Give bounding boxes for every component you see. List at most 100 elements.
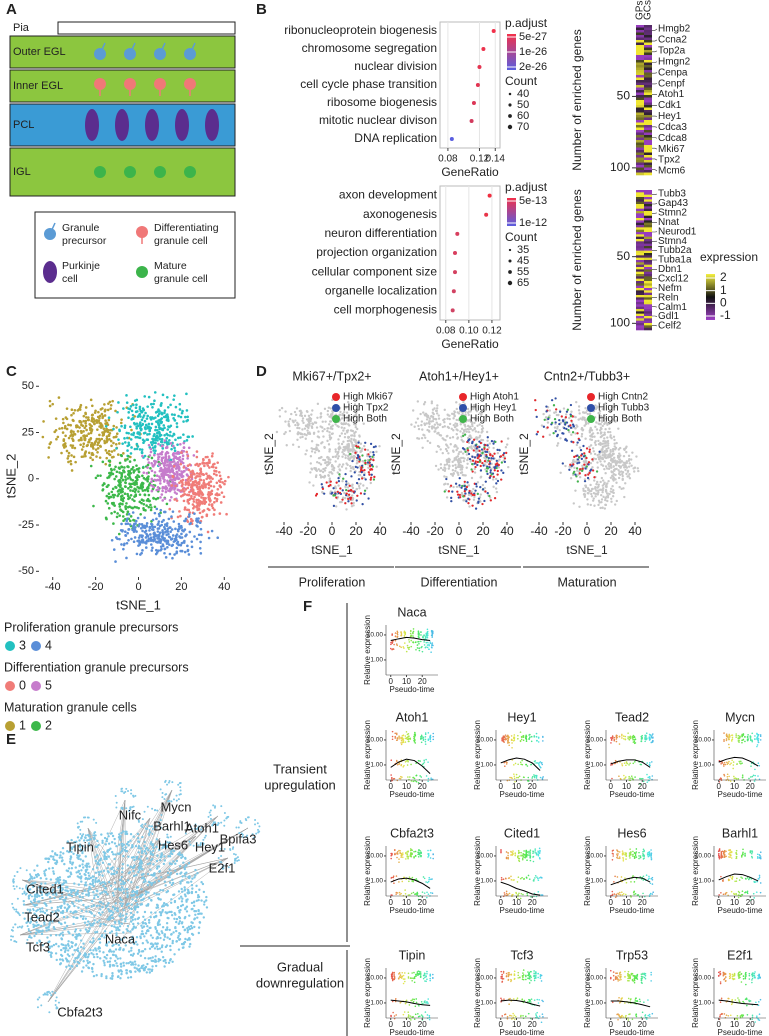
cell-point — [127, 538, 130, 542]
cell-point — [583, 495, 587, 499]
cell-point — [476, 481, 480, 484]
heatmap-cell — [636, 110, 644, 113]
legend-label: granule cell — [154, 235, 208, 247]
highlight-point — [478, 440, 481, 443]
highlight-point — [566, 408, 569, 411]
heatmap-cell — [644, 232, 652, 235]
cell-point — [574, 427, 577, 430]
gene-label: Mcm6 — [658, 166, 686, 177]
highlight-point — [474, 444, 477, 447]
highlight-point — [500, 461, 503, 464]
cell-point — [152, 402, 155, 406]
cell-point — [592, 497, 595, 500]
cell-point — [341, 463, 345, 466]
cell-point — [461, 413, 464, 416]
highlight-point — [464, 450, 467, 453]
cell-point — [343, 449, 346, 452]
cell-point — [113, 449, 116, 452]
cell-point — [572, 502, 575, 505]
cell-point — [193, 505, 196, 508]
cell-point — [474, 450, 478, 454]
cell — [154, 48, 166, 60]
cell-point — [117, 401, 120, 404]
highlight-point — [348, 484, 351, 487]
cell-point — [120, 543, 123, 546]
highlight-point — [503, 457, 507, 460]
x-tick-label: 20 — [175, 581, 187, 593]
cell-point — [121, 494, 124, 498]
highlight-point — [583, 480, 587, 483]
cell-point — [330, 463, 334, 467]
cell-point — [190, 484, 193, 487]
highlight-point — [561, 462, 564, 465]
cell-point — [175, 425, 179, 429]
heatmap-cell — [644, 267, 652, 270]
cell-point — [444, 447, 448, 451]
cell-point — [155, 474, 159, 478]
cell-point — [125, 502, 128, 505]
cell-point — [447, 452, 450, 455]
cell-point — [176, 460, 180, 464]
legend-label: 2 — [45, 718, 52, 732]
cell-point — [614, 446, 618, 450]
cell-point — [121, 498, 124, 502]
cell-point — [450, 427, 453, 430]
cell-point — [465, 453, 469, 456]
x-axis-label: tSNE_1 — [311, 543, 353, 557]
cell-point — [127, 473, 130, 476]
highlight-point — [341, 489, 344, 492]
legend-group: Proliferation granule precursors — [4, 620, 178, 634]
heatmap-cell — [644, 70, 652, 73]
cell-point — [328, 423, 331, 426]
cell-point — [135, 530, 138, 533]
heatmap-cell — [644, 147, 652, 151]
heatmap-cell — [644, 95, 652, 98]
highlight-point — [370, 476, 373, 479]
cell-point — [107, 433, 111, 437]
cell-point — [127, 407, 130, 410]
gene-label: Nefm — [658, 283, 682, 294]
heatmap-cell — [636, 190, 644, 193]
cell-point — [465, 430, 468, 433]
cell-point — [131, 528, 134, 532]
cell-point — [337, 450, 340, 454]
heatmap-cell — [636, 199, 644, 202]
cell-point — [138, 448, 142, 451]
cell-point — [178, 455, 182, 459]
cell-point — [82, 430, 85, 433]
cell-point — [189, 479, 192, 482]
cell-point — [173, 446, 176, 450]
panel-label: C — [6, 363, 17, 380]
cell — [184, 48, 196, 60]
network-node — [86, 923, 89, 927]
highlight-point — [334, 492, 337, 495]
cell-point — [94, 476, 98, 480]
cell-point — [146, 485, 150, 489]
cell-point — [445, 475, 448, 479]
cell-point — [78, 408, 82, 411]
cell-point — [456, 447, 459, 450]
cell-point — [112, 427, 115, 431]
heatmap-cell — [644, 234, 652, 237]
heatmap-cell — [644, 102, 652, 106]
cell-point — [160, 520, 164, 524]
cell-point — [200, 515, 204, 519]
highlight-point — [556, 433, 559, 436]
cell-point — [614, 461, 617, 465]
cell-point — [129, 519, 132, 523]
cell-point — [345, 416, 349, 419]
cell-point — [131, 478, 135, 482]
cell-point — [211, 452, 214, 455]
highlight-point — [478, 460, 481, 463]
cell-point — [117, 492, 121, 496]
highlight-point — [484, 490, 487, 493]
gene-label: Cenpf — [658, 78, 685, 89]
cell-point — [347, 436, 351, 439]
cell-point — [327, 443, 331, 446]
highlight-point — [356, 454, 360, 457]
network-node — [134, 940, 138, 944]
cell-point — [470, 421, 474, 424]
cell-point — [168, 425, 171, 429]
cell-point — [127, 416, 130, 420]
cell-point — [151, 546, 154, 550]
